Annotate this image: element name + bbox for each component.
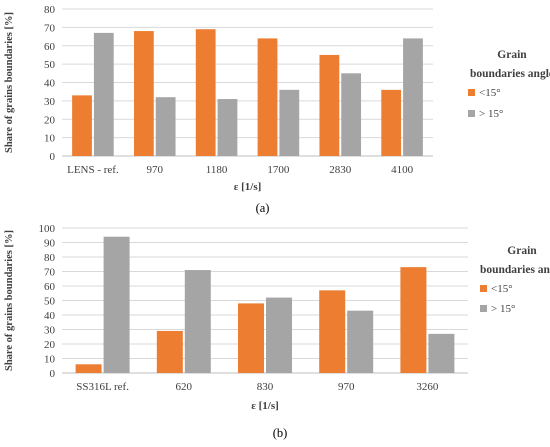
- legend-title: boundaries angle: [480, 264, 550, 276]
- bar-lt15: [381, 89, 402, 156]
- x-tick-label: LENS - ref.: [67, 164, 119, 176]
- y-tick-label: 10: [44, 354, 56, 366]
- y-tick-label: 40: [44, 78, 56, 90]
- y-tick-label: 40: [44, 310, 56, 322]
- legend-title: Grain: [497, 49, 527, 61]
- bar-lt15: [72, 95, 92, 156]
- x-tick-label: 970: [338, 381, 355, 393]
- bar-gt15: [341, 73, 362, 156]
- bar-gt15: [155, 97, 176, 156]
- x-axis-label: ε [1/s]: [251, 400, 279, 412]
- legend-label: > 15°: [479, 108, 503, 120]
- x-tick-label: 830: [257, 381, 274, 393]
- x-tick-label: 1700: [267, 164, 290, 176]
- x-axis-label: ε [1/s]: [234, 181, 262, 193]
- bar-lt15: [400, 267, 427, 373]
- y-tick-label: 10: [44, 133, 56, 145]
- bar-gt15: [103, 236, 130, 373]
- panel-label: (a): [256, 201, 270, 215]
- bar-lt15: [319, 54, 340, 156]
- legend-title: Grain: [507, 245, 537, 257]
- chart-panel-2: 0 10 20 30 40 50 60 70 80 90 100 SS316L ref. 620 830 9…: [4, 223, 550, 440]
- y-axis-label: Share of grains boundaries [%]: [4, 230, 15, 371]
- x-tick-label: 3260: [416, 381, 439, 393]
- bar-gt15: [279, 89, 300, 156]
- y-tick-label: 30: [44, 96, 56, 108]
- legend-swatch: [480, 285, 487, 292]
- y-tick-label: 60: [44, 41, 56, 53]
- bar-lt15: [75, 364, 102, 373]
- legend-swatch: [468, 110, 475, 117]
- bar-lt15: [238, 303, 264, 373]
- bar-gt15: [217, 99, 238, 156]
- bar-gt15: [347, 310, 374, 373]
- legend-swatch: [468, 89, 475, 96]
- bar-gt15: [93, 32, 114, 157]
- y-tick-label: 80: [44, 4, 56, 16]
- y-axis-label: Share of grains boundaries [%]: [4, 12, 15, 153]
- x-tick-label: 1180: [206, 164, 228, 176]
- y-tick-label: 50: [44, 296, 56, 308]
- bar-lt15: [257, 38, 278, 156]
- legend-label: > 15°: [491, 303, 515, 315]
- bar-gt15: [266, 297, 292, 373]
- bar-gt15: [403, 38, 423, 156]
- bar-lt15: [156, 330, 183, 373]
- y-tick-label: 20: [44, 114, 56, 126]
- y-tick-label: 50: [44, 59, 56, 71]
- legend-title: boundaries angle: [470, 68, 550, 80]
- y-tick-label: 0: [50, 151, 56, 163]
- bar-lt15: [195, 29, 216, 156]
- x-tick-label: 970: [147, 164, 164, 176]
- y-tick-label: 80: [44, 252, 56, 264]
- panel-label: (b): [273, 426, 288, 440]
- x-tick-label: 4100: [391, 164, 414, 176]
- y-tick-label: 100: [39, 223, 56, 235]
- legend-label: <15°: [479, 87, 501, 99]
- x-tick-label: SS316L ref.: [76, 381, 129, 393]
- bar-gt15: [184, 270, 211, 373]
- legend: Grain boundaries angle <15° > 15°: [468, 49, 550, 120]
- y-tick-label: 20: [44, 339, 56, 351]
- y-tick-label: 70: [44, 22, 56, 34]
- bar-gt15: [428, 333, 455, 373]
- y-tick-label: 70: [44, 267, 56, 279]
- legend: Grain boundaries angle <15° > 15°: [480, 245, 550, 315]
- x-tick-label: 620: [176, 381, 193, 393]
- y-tick-label: 30: [44, 325, 56, 337]
- legend-label: <15°: [491, 283, 513, 295]
- y-tick-label: 90: [44, 238, 56, 250]
- y-tick-label: 60: [44, 281, 56, 293]
- chart-panel-1: 0 10 20 30 40 50 60 70 80 LENS - ref. 970 1180 1700 2…: [4, 4, 550, 215]
- legend-swatch: [480, 305, 487, 312]
- x-tick-label: 2830: [329, 164, 352, 176]
- y-tick-label: 0: [50, 368, 56, 380]
- bar-lt15: [133, 31, 154, 156]
- bar-lt15: [319, 290, 346, 373]
